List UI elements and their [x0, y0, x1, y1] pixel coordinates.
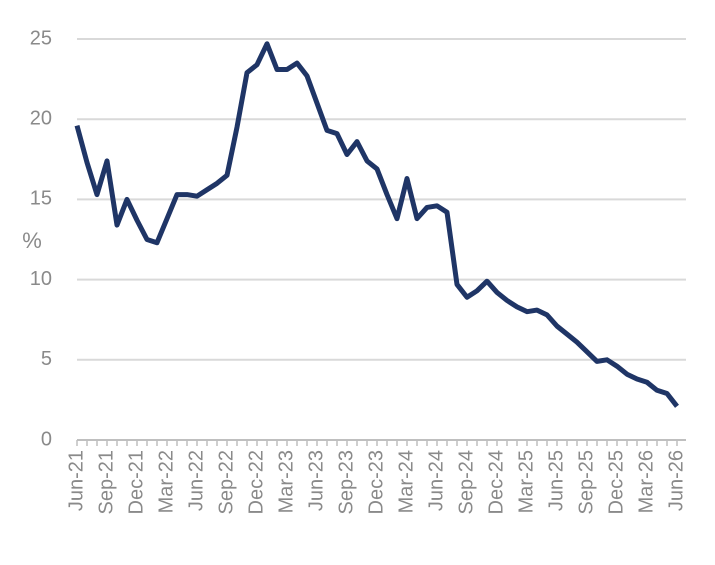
y-axis-label: % — [22, 228, 42, 253]
x-tick-label: Mar-22 — [155, 450, 177, 513]
x-tick-label: Mar-25 — [515, 450, 537, 513]
x-tick-label: Jun-24 — [425, 450, 447, 511]
y-tick-label: 10 — [30, 268, 52, 290]
x-tick-label: Sep-22 — [215, 450, 237, 515]
y-tick-label: 25 — [30, 27, 52, 49]
y-tick-label: 20 — [30, 107, 52, 129]
x-tick-label: Sep-24 — [455, 450, 477, 515]
x-tick-label: Dec-21 — [125, 450, 147, 514]
x-tick-label: Dec-24 — [485, 450, 507, 514]
x-tick-label: Jun-22 — [185, 450, 207, 511]
x-tick-label: Dec-22 — [245, 450, 267, 514]
line — [74, 41, 679, 408]
y-tick-label: 15 — [30, 188, 52, 210]
x-tick-label: Sep-21 — [95, 450, 117, 515]
x-tick-label: Sep-23 — [335, 450, 357, 515]
x-tick-label: Mar-24 — [395, 450, 417, 513]
x-tick-label: Mar-23 — [275, 450, 297, 513]
y-tick-label: 5 — [41, 348, 52, 370]
x-tick-label: Jun-23 — [305, 450, 327, 511]
x-tick-label: Jun-21 — [65, 450, 87, 511]
x-tick-label: Dec-25 — [605, 450, 627, 514]
y-tick-label: 0 — [41, 428, 52, 450]
x-tick-label: Sep-25 — [575, 450, 597, 515]
x-tick-label: Jun-25 — [545, 450, 567, 511]
x-tick-label: Mar-26 — [635, 450, 657, 513]
x-tick-label: Jun-26 — [665, 450, 687, 511]
x-tick-label: Dec-23 — [365, 450, 387, 514]
